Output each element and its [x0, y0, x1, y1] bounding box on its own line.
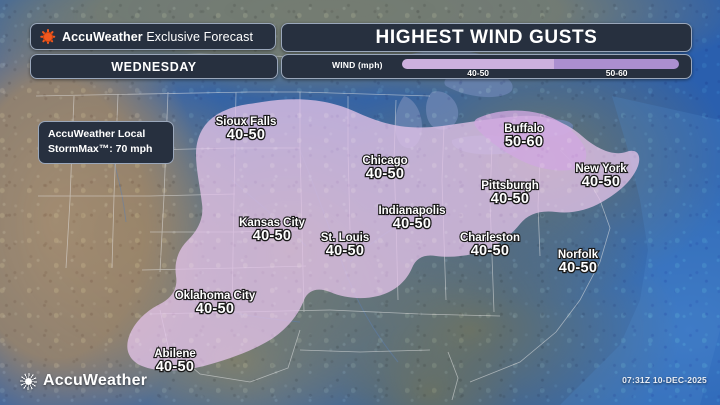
legend-panel: WIND (mph) 40-50 50-60: [281, 54, 692, 79]
legend-tick-50-60: 50-60: [605, 68, 628, 78]
accuweather-sun-logo-icon: [20, 372, 37, 390]
brand-label: AccuWeather Exclusive Forecast: [62, 30, 253, 44]
stormmax-callout: AccuWeather Local StormMax™: 70 mph: [38, 121, 174, 164]
logo-text: AccuWeather: [43, 372, 148, 389]
legend-tick-40-50: 40-50: [467, 68, 490, 78]
gust-region-40-50: [127, 99, 640, 371]
legend-caption: WIND (mph): [332, 60, 383, 70]
stormmax-line2: StormMax™: 70 mph: [48, 143, 153, 155]
wind-gust-shading: [127, 99, 640, 371]
day-label: WEDNESDAY: [111, 59, 197, 74]
stormmax-line1: AccuWeather Local: [48, 128, 146, 140]
gust-region-50-60: [474, 110, 587, 171]
legend-tick-labels: 40-50 50-60: [402, 68, 679, 78]
legend-gradient-bar: [402, 59, 679, 69]
day-panel: WEDNESDAY: [30, 54, 278, 79]
brand-panel: AccuWeather Exclusive Forecast: [30, 23, 276, 50]
sun-icon: [40, 29, 56, 44]
page-title: HIGHEST WIND GUSTS: [375, 26, 598, 48]
timestamp: 07:31Z 10-DEC-2025: [622, 375, 707, 385]
brand-name: AccuWeather: [62, 29, 143, 44]
continental-shelf: [560, 96, 720, 405]
brand-suffix: Exclusive Forecast: [142, 29, 254, 44]
title-panel: HIGHEST WIND GUSTS: [281, 23, 692, 52]
legend-segment-50-60: [554, 59, 679, 69]
legend-segment-40-50: [402, 59, 555, 69]
accuweather-logo: AccuWeather: [20, 372, 147, 390]
